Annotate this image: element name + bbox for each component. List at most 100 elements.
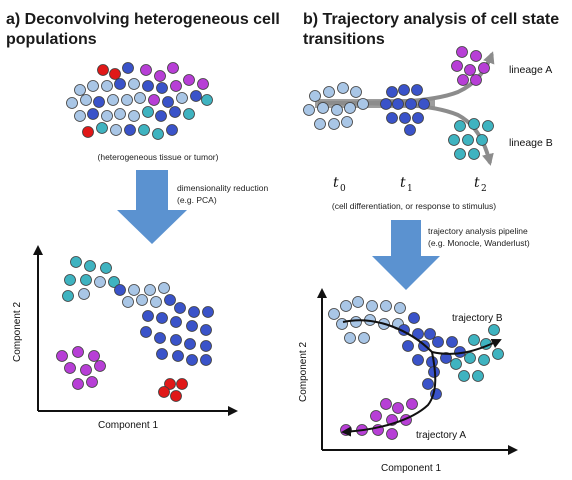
cell-dot (144, 284, 156, 296)
cell-dot (186, 320, 198, 332)
cell-dot (164, 378, 176, 390)
svg-text:1: 1 (407, 184, 413, 194)
svg-text:t: t (474, 175, 480, 191)
cell-dot (200, 354, 212, 366)
cell-dot (450, 358, 462, 370)
panel-b-y-axis-label: Component 2 (298, 342, 309, 402)
cell-dot (446, 336, 458, 348)
cell-dot (190, 90, 202, 102)
cell-dot (440, 352, 452, 364)
cell-dot (366, 300, 378, 312)
cell-dot (108, 276, 120, 288)
cell-dot (200, 324, 212, 336)
cell-dot (183, 108, 195, 120)
cell-dot (86, 376, 98, 388)
cell-dot (156, 312, 168, 324)
cell-dot (114, 284, 126, 296)
cell-dot (408, 312, 420, 324)
cell-dot (136, 294, 148, 306)
cell-dot (411, 84, 423, 96)
cell-dot (451, 60, 463, 72)
panel-b-title-line1: b) Trajectory analysis of cell state (303, 11, 560, 28)
cell-dot (93, 96, 105, 108)
cell-dot (97, 64, 109, 76)
panel-a-x-axis-label: Component 1 (98, 420, 158, 431)
cell-dot (170, 80, 182, 92)
cell-dot (340, 424, 352, 436)
cell-dot (478, 62, 490, 74)
cell-dot (398, 84, 410, 96)
cell-dot (186, 354, 198, 366)
cell-dot (66, 97, 78, 109)
cell-dot (412, 354, 424, 366)
lineage-cell-groups (303, 46, 494, 160)
cell-dot (152, 128, 164, 140)
cell-dot (170, 316, 182, 328)
cell-dot (122, 62, 134, 74)
cell-dot (468, 118, 480, 130)
cell-dot (174, 302, 186, 314)
cell-dot (492, 348, 504, 360)
process-caption: (cell differentiation, or response to st… (332, 201, 496, 211)
cell-dot (331, 104, 343, 116)
cell-dot (128, 110, 140, 122)
cell-dot (94, 276, 106, 288)
time-label-t0: t 0 (333, 175, 346, 194)
cell-dot (154, 332, 166, 344)
cell-dot (78, 288, 90, 300)
cell-dot (72, 346, 84, 358)
cell-dot (309, 90, 321, 102)
cell-dot (128, 284, 140, 296)
cell-dot (488, 324, 500, 336)
cell-dot (140, 326, 152, 338)
trajectory-pipeline-arrow (372, 220, 440, 290)
cell-dot (121, 94, 133, 106)
cell-dot (87, 108, 99, 120)
trajectory-b-label: trajectory B (452, 313, 503, 324)
cell-dot (406, 398, 418, 410)
cell-dot (80, 94, 92, 106)
cell-dot (457, 74, 469, 86)
cell-dot (482, 120, 494, 132)
cell-dot (142, 106, 154, 118)
cell-dot (170, 390, 182, 402)
cell-dot (200, 340, 212, 352)
cell-dot (476, 134, 488, 146)
time-label-t1: t 1 (400, 175, 413, 194)
cell-dot (94, 360, 106, 372)
cell-dot (370, 410, 382, 422)
cell-dot (72, 378, 84, 390)
cell-dot (172, 350, 184, 362)
cell-dot (468, 334, 480, 346)
cell-dot (124, 124, 136, 136)
lineage-a-label: lineage A (509, 64, 552, 76)
cell-dot (328, 308, 340, 320)
cell-dot (380, 398, 392, 410)
trajectory-a-label: trajectory A (416, 430, 466, 441)
cell-dot (357, 98, 369, 110)
cell-dot (468, 148, 480, 160)
cell-dot (184, 338, 196, 350)
cell-dot (344, 102, 356, 114)
cell-dot (80, 274, 92, 286)
cell-dot (114, 108, 126, 120)
cell-dot (82, 126, 94, 138)
cell-dot (150, 296, 162, 308)
cell-dot (341, 116, 353, 128)
cell-dot (478, 354, 490, 366)
cell-dot (344, 332, 356, 344)
cell-dot (336, 318, 348, 330)
cell-dot (156, 82, 168, 94)
cell-dot (158, 282, 170, 294)
cell-dot (84, 260, 96, 272)
cell-dot (64, 362, 76, 374)
cell-dot (142, 310, 154, 322)
cell-dot (464, 352, 476, 364)
cell-dot (155, 110, 167, 122)
cell-dot (399, 112, 411, 124)
cell-dot (164, 294, 176, 306)
cell-dot (101, 80, 113, 92)
cell-dot (314, 118, 326, 130)
cell-dot (404, 124, 416, 136)
